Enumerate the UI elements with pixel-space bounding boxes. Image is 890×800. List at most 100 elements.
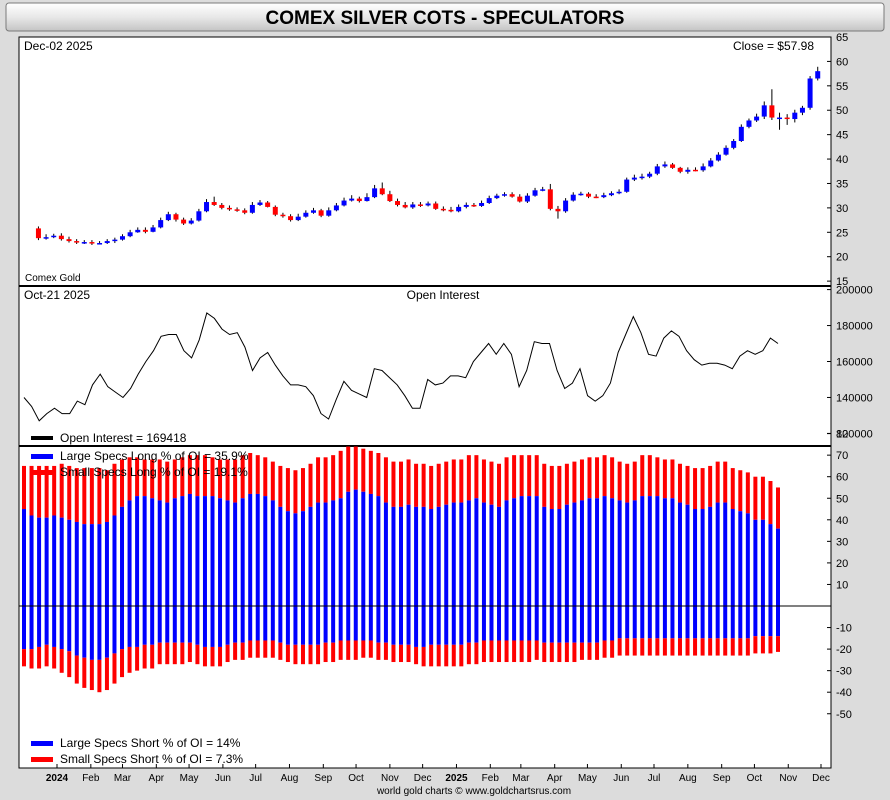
x-tick-label: Dec [414,773,432,784]
candle-body [119,236,125,240]
large-specs-long-bar [625,502,630,606]
small-specs-long-bar [202,455,207,497]
candle-body [784,117,790,120]
candle-body [142,229,148,232]
large-specs-long-bar [37,517,42,606]
small-specs-short-bar [459,644,464,667]
oi-ytick-label: 140000 [836,392,873,404]
large-specs-short-bar [670,606,675,639]
large-specs-short-bar [82,606,87,658]
candle-body [754,116,760,121]
small-specs-long-bar [270,461,275,501]
oi-legend-swatch [31,436,53,440]
small-specs-long-bar [376,452,381,497]
small-specs-short-bar [444,644,449,667]
large-specs-short-bar [89,606,94,660]
large-specs-long-bar [368,493,373,606]
small-specs-long-bar [572,461,577,503]
large-specs-long-bar [436,506,441,606]
small-specs-short-bar [595,642,600,660]
candle-body [532,190,538,196]
candle-body [639,176,645,179]
oi-legend-label: Open Interest = 169418 [60,431,187,445]
small-specs-long-bar [285,468,290,512]
small-specs-short-bar [29,649,34,669]
large-specs-long-bar [399,506,403,606]
large-specs-short-bar [451,606,456,645]
large-specs-long-bar [745,513,750,606]
small-specs-long-bar [406,459,411,505]
small-specs-long-bar [466,455,471,501]
large-specs-short-bar [723,606,728,639]
small-specs-long-bar [625,463,630,503]
cots-panel: -50 -40 -30 -20 -10 10 20 30 40 50 60 70 80 Large Sp… [19,429,852,766]
small-specs-short-bar [776,636,780,652]
large-specs-short-bar [444,606,449,645]
x-axis: 2024 Feb Mar Apr May Jun Jul Aug Sep Oct Nov Dec 202… [46,764,830,784]
small-specs-short-bar [150,644,155,669]
small-specs-long-bar [745,472,750,514]
small-specs-short-bar [602,640,607,658]
price-ytick-label: 55 [836,81,848,93]
small-specs-short-bar [723,638,728,656]
large-specs-long-bar [331,500,336,606]
small-specs-short-bar [406,644,411,663]
large-specs-short-bar [662,606,667,639]
x-tick-label: Aug [281,773,299,784]
large-specs-long-bar [323,502,328,606]
candle-body [662,164,668,167]
small-specs-short-bar [218,646,223,667]
large-specs-long-bar [700,509,705,606]
large-specs-short-bar [708,606,713,639]
large-specs-short-bar [399,606,403,645]
small-specs-long-bar [617,461,622,501]
candle-body [746,120,752,127]
small-specs-short-bar [399,644,403,663]
candle-body [211,202,217,205]
candle-body [387,194,393,202]
small-specs-long-bar [180,457,185,497]
large-specs-long-bar [497,506,502,606]
small-specs-long-bar [278,465,283,507]
large-specs-long-bar [549,509,554,606]
large-specs-short-bar [376,606,381,643]
large-specs-short-bar [579,606,584,643]
candle-body [226,207,232,210]
small-specs-short-bar [135,646,140,671]
large-specs-short-bar [383,606,388,643]
small-specs-short-bar [655,638,660,656]
candle-body [372,188,378,198]
large-specs-short-bar [210,606,215,647]
candle-body [97,243,103,245]
small-specs-long-bar [240,455,245,499]
candle-body [356,198,362,202]
small-specs-short-bar [708,638,713,656]
small-specs-short-bar [37,646,42,669]
cots-ytick-label: 80 [836,429,848,441]
large-specs-short-bar [481,606,486,641]
small-specs-short-bar [534,640,539,660]
large-specs-short-bar [738,606,743,639]
small-specs-long-bar [708,465,713,507]
small-specs-long-bar [579,459,584,501]
candle-body [479,203,485,206]
candle-body [540,189,546,191]
small-specs-long-bar [534,455,539,497]
large-specs-long-bar [632,500,637,606]
large-specs-short-bar [112,606,117,654]
large-specs-short-bar [700,606,705,639]
cots-ytick-label: -20 [836,644,852,656]
small-specs-long-bar [346,446,351,492]
small-specs-short-bar [557,642,562,663]
small-specs-long-bar [610,457,615,499]
small-specs-short-bar [527,640,532,663]
candle-body [677,167,683,172]
large-specs-short-bar [602,606,607,641]
price-ytick-label: 20 [836,252,848,264]
small-specs-short-bar [745,638,750,656]
x-tick-label: Oct [348,773,364,784]
small-specs-short-bar [564,642,569,663]
candle-body [715,154,721,161]
large-specs-long-bar [293,513,298,606]
candle-body [731,140,737,148]
